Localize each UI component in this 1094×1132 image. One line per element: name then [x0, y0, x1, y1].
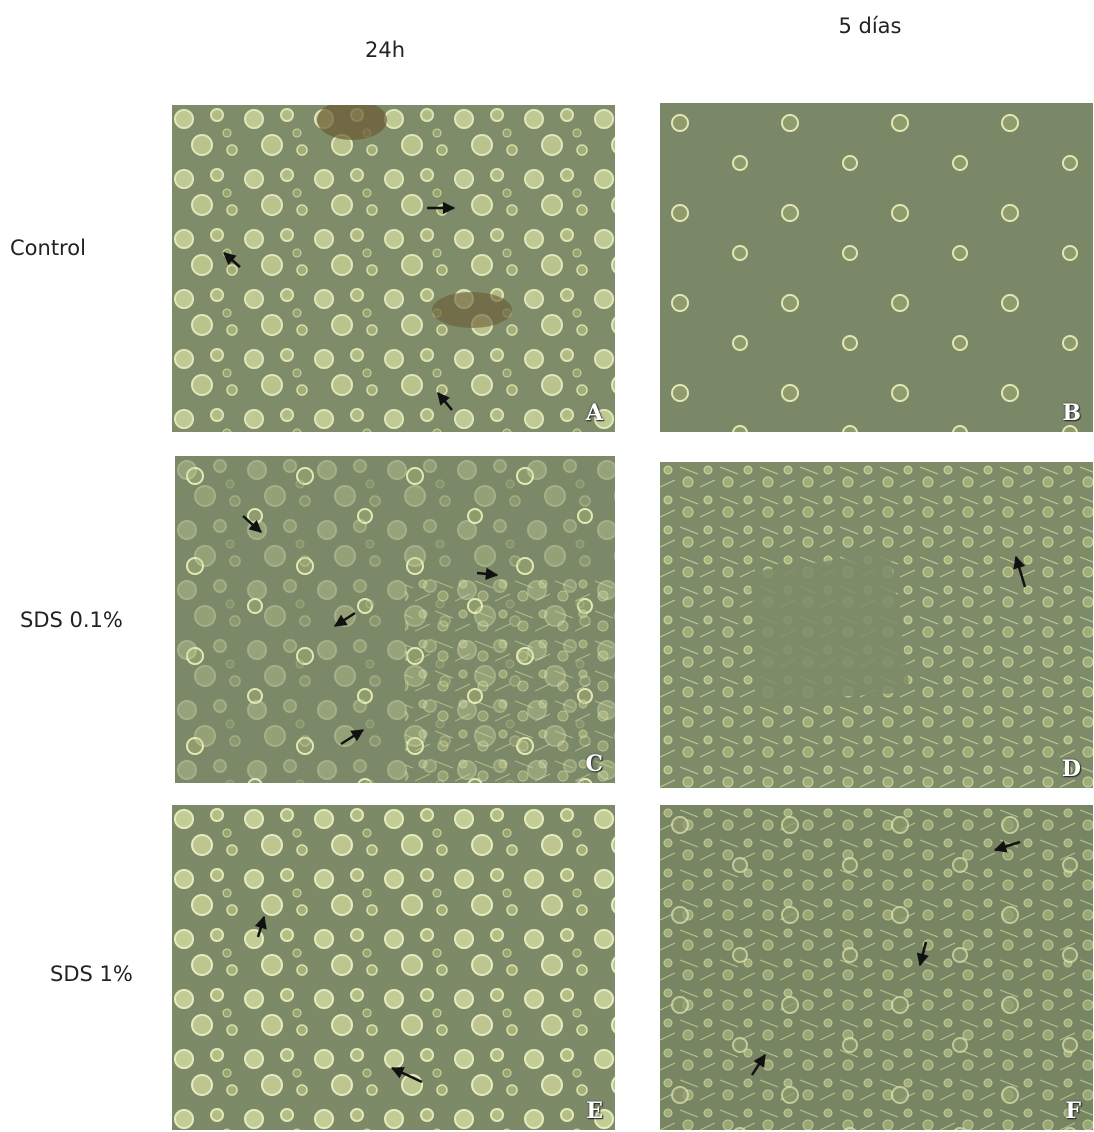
figure: 24h 5 días Control SDS 0.1% SDS 1% A B C… — [0, 0, 1094, 1132]
micrograph: D — [660, 462, 1093, 788]
panel-letter: C — [585, 751, 603, 777]
micrograph: E — [172, 805, 615, 1130]
row-label: SDS 0.1% — [20, 608, 123, 632]
micrograph: B — [660, 103, 1093, 432]
column-header: 5 días — [835, 8, 905, 44]
panel-letter: D — [1062, 756, 1081, 782]
panel-letter: A — [586, 400, 603, 426]
micrograph: C — [175, 456, 615, 783]
row-label: Control — [10, 236, 86, 260]
panel-letter: B — [1062, 400, 1081, 426]
column-header: 24h — [345, 32, 425, 68]
micrograph: F — [660, 805, 1093, 1130]
micrograph: A — [172, 105, 615, 432]
row-label: SDS 1% — [50, 962, 133, 986]
panel-letter: F — [1065, 1098, 1081, 1124]
panel-letter: E — [586, 1098, 603, 1124]
